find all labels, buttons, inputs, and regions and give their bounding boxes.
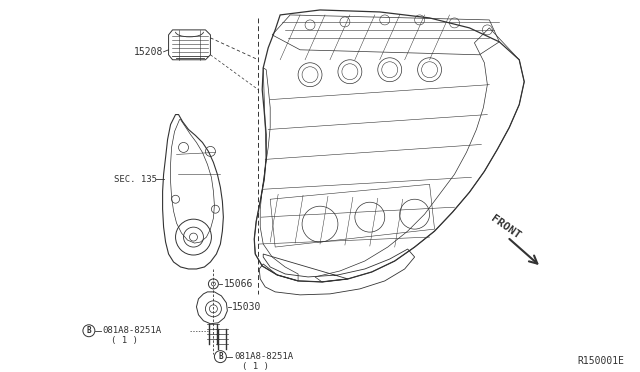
- Text: SEC. 135: SEC. 135: [114, 175, 157, 184]
- Text: 15208: 15208: [134, 47, 163, 57]
- Text: 081A8-8251A: 081A8-8251A: [103, 326, 162, 335]
- Text: B: B: [218, 352, 223, 361]
- Text: 15066: 15066: [223, 279, 253, 289]
- Text: 15030: 15030: [232, 302, 262, 312]
- Text: FRONT: FRONT: [490, 214, 523, 241]
- Text: ( 1 ): ( 1 ): [111, 336, 138, 345]
- Text: ( 1 ): ( 1 ): [243, 362, 269, 371]
- Text: 081A8-8251A: 081A8-8251A: [234, 352, 294, 361]
- Text: B: B: [86, 326, 91, 335]
- Text: R150001E: R150001E: [577, 356, 624, 366]
